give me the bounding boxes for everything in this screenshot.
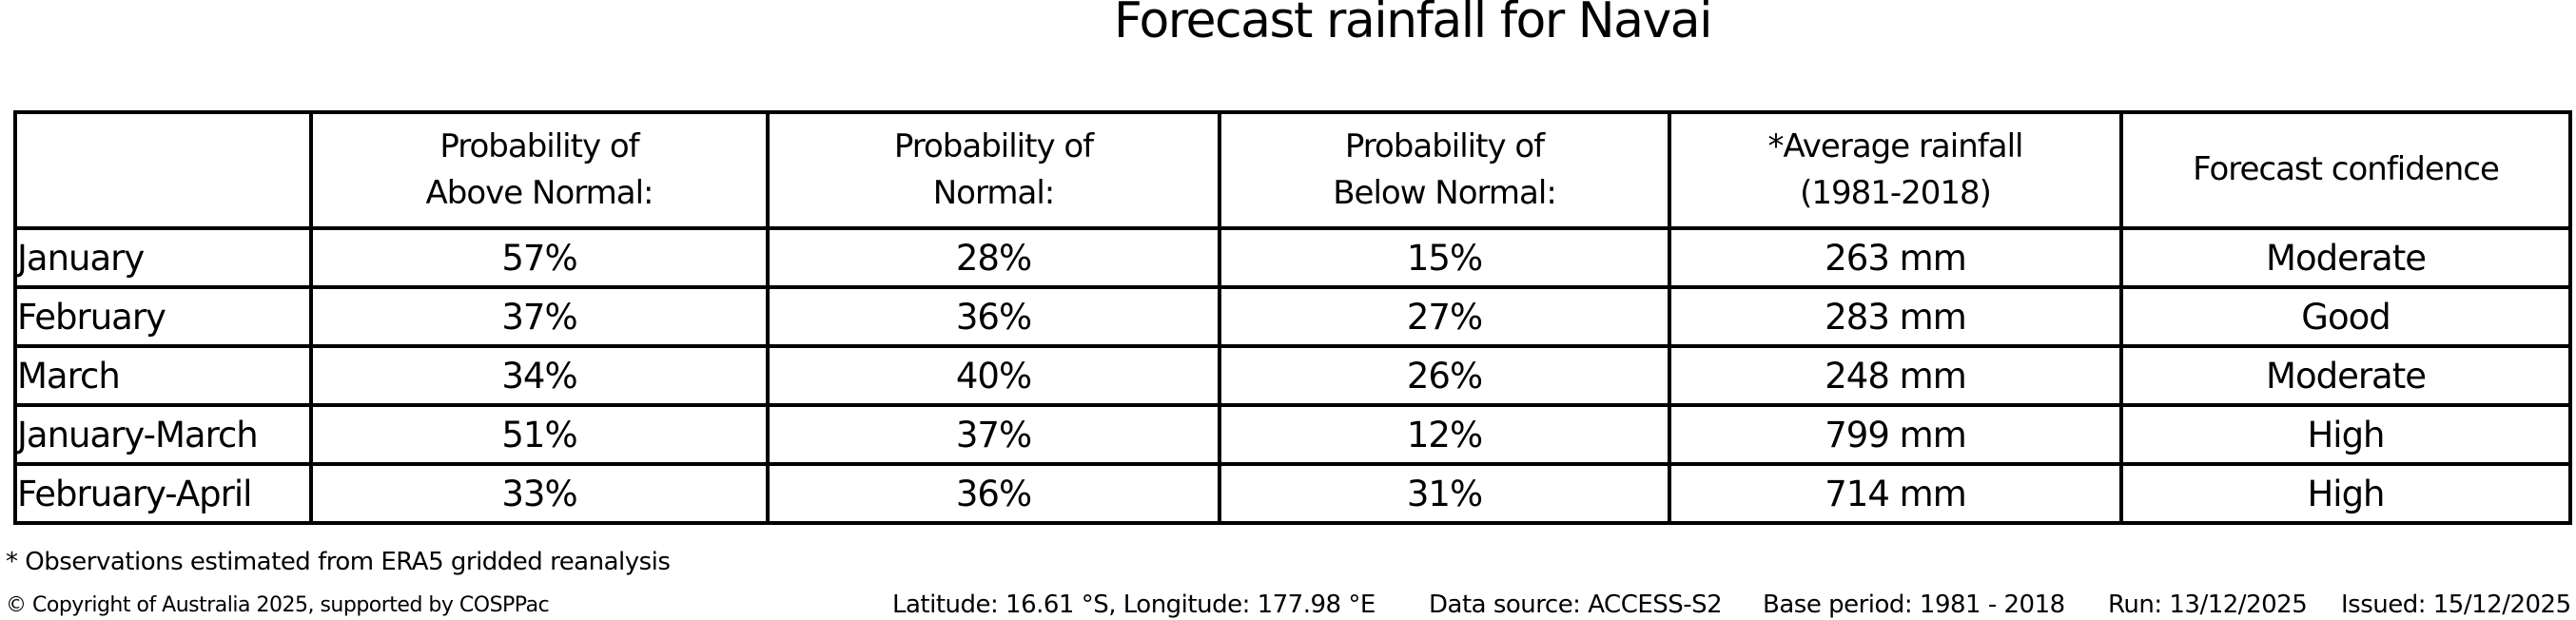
cell-forecast-confidence: Good xyxy=(2119,285,2572,348)
cell-below-normal: 26% xyxy=(1218,344,1671,407)
table-header-row: Probability of Above Normal: Probability… xyxy=(13,110,2572,230)
cell-below-normal: 31% xyxy=(1218,462,1671,525)
corner-cell xyxy=(13,110,313,230)
cell-average-rainfall: 283 mm xyxy=(1668,285,2123,348)
table-row-january-march: January-March 51% 37% 12% 799 mm High xyxy=(13,403,2572,466)
cell-normal: 36% xyxy=(766,462,1221,525)
cell-above-normal: 34% xyxy=(309,344,770,407)
cell-below-normal: 27% xyxy=(1218,285,1671,348)
column-header-above-normal: Probability of Above Normal: xyxy=(309,110,770,230)
cell-normal: 28% xyxy=(766,226,1221,289)
cell-forecast-confidence: Moderate xyxy=(2119,344,2572,407)
table-row-february-april: February-April 33% 36% 31% 714 mm High xyxy=(13,462,2572,525)
cell-above-normal: 33% xyxy=(309,462,770,525)
column-header-forecast-confidence: Forecast confidence xyxy=(2119,110,2572,230)
cell-above-normal: 57% xyxy=(309,226,770,289)
location-coordinates: Latitude: 16.61 °S, Longitude: 177.98 °E xyxy=(892,591,1376,619)
cell-forecast-confidence: Moderate xyxy=(2119,226,2572,289)
data-source-label: Data source: ACCESS-S2 xyxy=(1429,591,1723,619)
row-label: March xyxy=(13,344,313,407)
cell-normal: 37% xyxy=(766,403,1221,466)
cell-forecast-confidence: High xyxy=(2119,462,2572,525)
observations-footnote: * Observations estimated from ERA5 gridd… xyxy=(6,548,671,576)
cell-average-rainfall: 263 mm xyxy=(1668,226,2123,289)
cell-normal: 36% xyxy=(766,285,1221,348)
run-date-label: Run: 13/12/2025 xyxy=(2108,591,2308,619)
cell-forecast-confidence: High xyxy=(2119,403,2572,466)
base-period-label: Base period: 1981 - 2018 xyxy=(1763,591,2065,619)
page-title: Forecast rainfall for Navai xyxy=(1113,0,1713,49)
row-label: January xyxy=(13,226,313,289)
cell-below-normal: 15% xyxy=(1218,226,1671,289)
column-header-normal: Probability of Normal: xyxy=(766,110,1221,230)
table-row-february: February 37% 36% 27% 283 mm Good xyxy=(13,285,2572,348)
cell-average-rainfall: 799 mm xyxy=(1668,403,2123,466)
cell-above-normal: 51% xyxy=(309,403,770,466)
row-label: February-April xyxy=(13,462,313,525)
issued-date-label: Issued: 15/12/2025 xyxy=(2341,591,2571,619)
cell-average-rainfall: 248 mm xyxy=(1668,344,2123,407)
table-row-march: March 34% 40% 26% 248 mm Moderate xyxy=(13,344,2572,407)
column-header-average-rainfall: *Average rainfall (1981-2018) xyxy=(1668,110,2123,230)
cell-below-normal: 12% xyxy=(1218,403,1671,466)
row-label: February xyxy=(13,285,313,348)
table-row-january: January 57% 28% 15% 263 mm Moderate xyxy=(13,226,2572,289)
cell-above-normal: 37% xyxy=(309,285,770,348)
column-header-below-normal: Probability of Below Normal: xyxy=(1218,110,1671,230)
forecast-table: Probability of Above Normal: Probability… xyxy=(13,110,2572,525)
copyright-notice: © Copyright of Australia 2025, supported… xyxy=(6,593,550,617)
row-label: January-March xyxy=(13,403,313,466)
cell-average-rainfall: 714 mm xyxy=(1668,462,2123,525)
cell-normal: 40% xyxy=(766,344,1221,407)
